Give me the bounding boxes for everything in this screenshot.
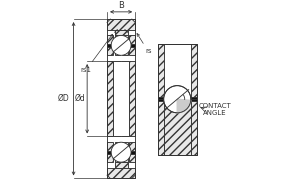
Circle shape [164, 86, 191, 113]
Bar [122, 150, 128, 154]
Bar [164, 99, 191, 155]
Bar [129, 61, 135, 136]
Text: B: B [118, 1, 124, 10]
Bar [158, 97, 164, 101]
Bar [115, 30, 128, 35]
Bar [129, 44, 135, 47]
Bar [164, 97, 168, 101]
Bar [113, 61, 129, 136]
Bar [158, 99, 164, 155]
Bar [164, 44, 191, 99]
Bar [191, 99, 197, 155]
Polygon shape [177, 99, 191, 113]
Bar [129, 142, 135, 162]
Bar [107, 150, 113, 154]
Bar [122, 44, 128, 47]
Bar [115, 150, 120, 154]
Bar [122, 61, 128, 136]
Bar [107, 142, 113, 162]
Bar [107, 19, 135, 178]
Bar [115, 35, 120, 55]
Bar [158, 44, 197, 155]
Bar [115, 61, 120, 136]
Text: ØD: ØD [57, 94, 69, 103]
Bar [107, 44, 113, 47]
Bar [191, 97, 197, 101]
Bar [186, 97, 191, 101]
Bar [158, 44, 197, 99]
Bar [129, 150, 135, 154]
Bar [129, 35, 135, 55]
Bar [122, 35, 128, 55]
Circle shape [111, 35, 131, 55]
Bar [122, 142, 128, 162]
Circle shape [111, 142, 131, 162]
Bar [107, 168, 135, 178]
Text: CONTACT
ANGLE: CONTACT ANGLE [199, 103, 231, 116]
Bar [115, 162, 128, 168]
Bar [115, 142, 120, 162]
Text: rs: rs [137, 33, 152, 55]
Bar [115, 44, 120, 47]
Text: Ød: Ød [74, 94, 85, 103]
Bar [107, 19, 135, 30]
Text: rs1: rs1 [81, 34, 112, 73]
Bar [107, 61, 113, 136]
Bar [107, 35, 113, 55]
